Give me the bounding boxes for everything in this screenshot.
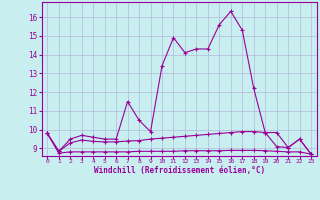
X-axis label: Windchill (Refroidissement éolien,°C): Windchill (Refroidissement éolien,°C) [94,166,265,175]
